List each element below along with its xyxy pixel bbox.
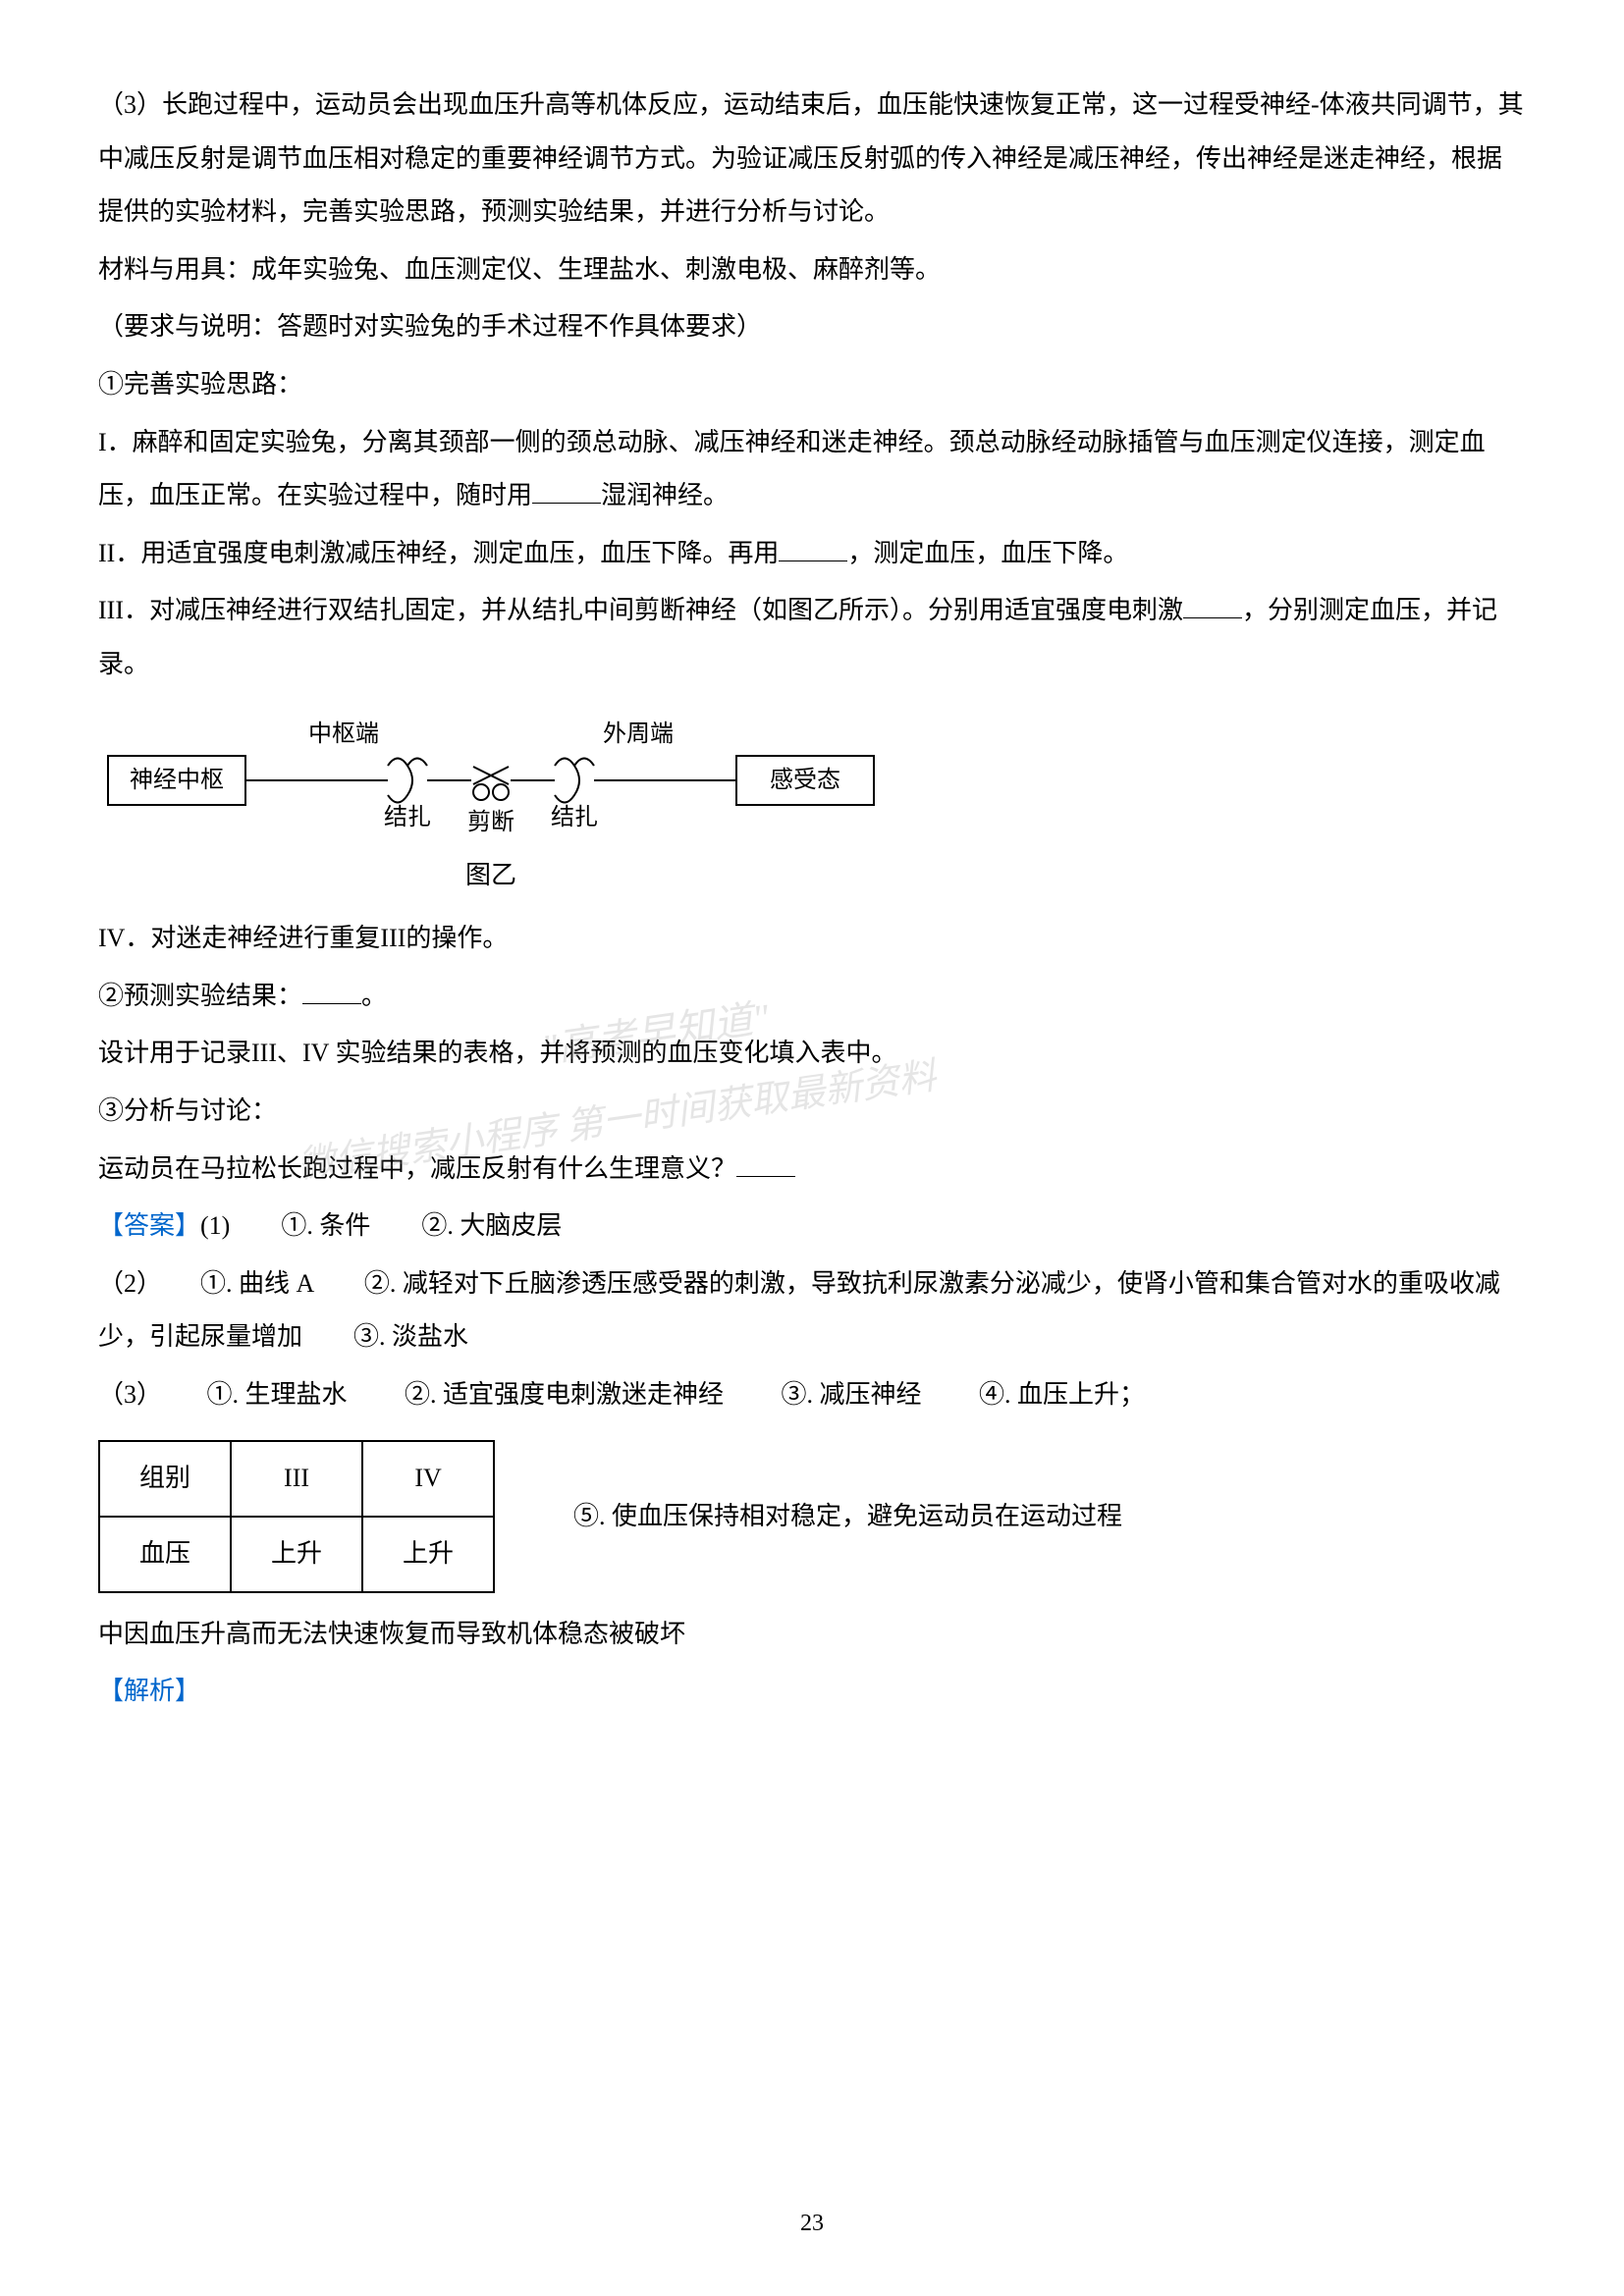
answer-table-row: 组别 III IV 血压 上升 上升 ⑤. 使血压保持相对稳定，避免运动员在运动… xyxy=(98,1425,1526,1607)
diagram-label-ligature-2: 结扎 xyxy=(551,804,598,830)
step-i-before: I．麻醉和固定实验兔，分离其颈部一侧的颈总动脉、减压神经和迷走神经。颈总动脉经动… xyxy=(98,428,1486,510)
step-iii-before: III．对减压神经进行双结扎固定，并从结扎中间剪断神经（如图乙所示）。分别用适宜… xyxy=(98,596,1183,624)
paragraph-step-ii: II．用适宜强度电刺激减压神经，测定血压，血压下降。再用 ，测定血压，血压下降。 xyxy=(98,527,1526,581)
step-i-after: 湿润神经。 xyxy=(601,481,729,509)
table-header-group: 组别 xyxy=(99,1441,231,1517)
paragraph-step-iv: IV．对迷走神经进行重复III的操作。 xyxy=(98,912,1526,966)
table-header-row: 组别 III IV xyxy=(99,1441,494,1517)
paragraph-requirements: （要求与说明：答题时对实验兔的手术过程不作具体要求） xyxy=(98,300,1526,354)
diagram-node-right: 感受态 xyxy=(770,767,840,793)
diagram-node-left: 神经中枢 xyxy=(130,767,224,793)
paragraph-q3: （3）长跑过程中，运动员会出现血压升高等机体反应，运动结束后，血压能快速恢复正常… xyxy=(98,79,1526,240)
answer-line-1: 【答案】(1) ①. 条件 ②. 大脑皮层 xyxy=(98,1200,1526,1254)
diagram-label-center-end: 中枢端 xyxy=(308,721,379,747)
table-header-iv: IV xyxy=(362,1441,494,1517)
answer-5-text: ⑤. 使血压保持相对稳定，避免运动员在运动过程 xyxy=(573,1490,1122,1544)
diagram-label-peripheral-end: 外周端 xyxy=(603,721,674,747)
nerve-diagram: 神经中枢 感受态 中枢端 外周端 结扎 结扎 剪断 xyxy=(98,712,884,839)
paragraph-analysis-header: ③分析与讨论： xyxy=(98,1085,1526,1139)
table-value-2: 上升 xyxy=(362,1517,494,1592)
predict-before: ②预测实验结果： xyxy=(98,982,302,1010)
table-data-row: 血压 上升 上升 xyxy=(99,1517,494,1592)
step-ii-after: ，测定血压，血压下降。 xyxy=(847,539,1128,567)
blank-4 xyxy=(302,974,361,1004)
diagram-caption: 图乙 xyxy=(98,849,884,903)
diagram-label-cut: 剪断 xyxy=(467,809,514,835)
table-header-iii: III xyxy=(231,1441,362,1517)
paragraph-predict: ②预测实验结果： 。 xyxy=(98,970,1526,1024)
blank-5 xyxy=(736,1146,795,1176)
answer-line-2: （2） ①. 曲线 A ②. 减轻对下丘脑渗透压感受器的刺激，导致抗利尿激素分泌… xyxy=(98,1257,1526,1364)
answer-line-3: （3） ①. 生理盐水 ②. 适宜强度电刺激迷走神经 ③. 减压神经 ④. 血压… xyxy=(98,1368,1526,1422)
result-table: 组别 III IV 血压 上升 上升 xyxy=(98,1440,495,1592)
blank-2 xyxy=(779,531,847,561)
page-number: 23 xyxy=(800,2211,824,2237)
paragraph-significance: 运动员在马拉松长跑过程中，减压反射有什么生理意义？ xyxy=(98,1143,1526,1197)
significance-before: 运动员在马拉松长跑过程中，减压反射有什么生理意义？ xyxy=(98,1154,736,1183)
blank-1 xyxy=(532,473,601,504)
diagram-label-ligature-1: 结扎 xyxy=(384,804,431,830)
answer-1-text: (1) ①. 条件 ②. 大脑皮层 xyxy=(200,1211,562,1240)
answer-label: 【答案】 xyxy=(98,1211,200,1240)
table-row-label: 血压 xyxy=(99,1517,231,1592)
predict-after: 。 xyxy=(361,982,387,1010)
table-value-1: 上升 xyxy=(231,1517,362,1592)
analysis-line: 【解析】 xyxy=(98,1665,1526,1719)
paragraph-step-iii: III．对减压神经进行双结扎固定，并从结扎中间剪断神经（如图乙所示）。分别用适宜… xyxy=(98,584,1526,691)
paragraph-materials: 材料与用具：成年实验兔、血压测定仪、生理盐水、刺激电极、麻醉剂等。 xyxy=(98,243,1526,297)
paragraph-step-i: I．麻醉和固定实验兔，分离其颈部一侧的颈总动脉、减压神经和迷走神经。颈总动脉经动… xyxy=(98,416,1526,523)
paragraph-table-instruction: 设计用于记录III、IV 实验结果的表格，并将预测的血压变化填入表中。 xyxy=(98,1027,1526,1081)
analysis-label: 【解析】 xyxy=(98,1677,200,1705)
blank-3 xyxy=(1183,588,1242,618)
step-ii-before: II．用适宜强度电刺激减压神经，测定血压，血压下降。再用 xyxy=(98,539,779,567)
paragraph-step1-header: ①完善实验思路： xyxy=(98,358,1526,412)
answer-line-6: 中因血压升高而无法快速恢复而导致机体稳态被破坏 xyxy=(98,1608,1526,1662)
document-content: （3）长跑过程中，运动员会出现血压升高等机体反应，运动结束后，血压能快速恢复正常… xyxy=(98,79,1526,1719)
